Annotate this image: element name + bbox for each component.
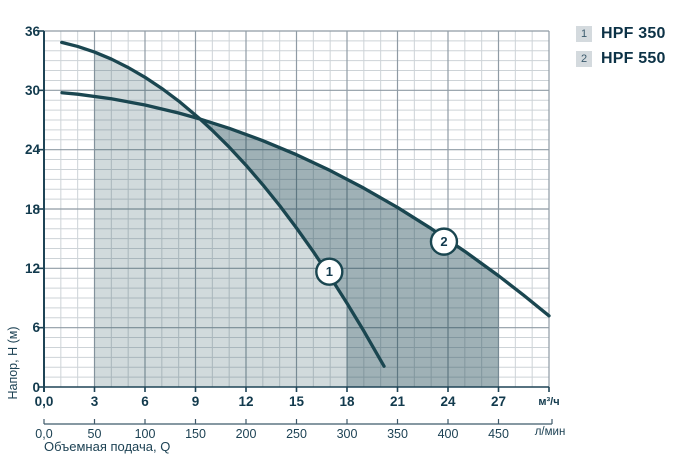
x-tick-label-primary: 12 xyxy=(238,394,254,409)
y-tick-label: 0 xyxy=(32,379,40,395)
x-tick-label-secondary: 0,0 xyxy=(35,427,53,441)
x-unit-primary-label: м³/ч xyxy=(538,396,560,408)
x-tick-label-secondary: 200 xyxy=(235,427,257,441)
x-tick-label-primary: 6 xyxy=(141,394,149,409)
curve-marker-label-1: 1 xyxy=(326,264,333,279)
y-tick-label: 12 xyxy=(24,260,40,276)
legend-label-hpf550: HPF 550 xyxy=(601,50,666,67)
x-tick-label-secondary: 300 xyxy=(336,427,358,441)
region-light xyxy=(94,52,347,388)
curve-marker-1 xyxy=(315,257,344,286)
x-tick-label-primary: 0,0 xyxy=(34,394,54,409)
x-tick-label-primary: 3 xyxy=(90,394,99,409)
y-axis-title: Напор, Н (м) xyxy=(6,326,20,400)
y-tick-label: 18 xyxy=(24,201,40,217)
region-dark xyxy=(200,119,499,387)
x-tick-label-primary: 27 xyxy=(490,394,507,409)
x-tick-label-secondary: 450 xyxy=(488,427,509,441)
x-tick-label-primary: 9 xyxy=(191,394,200,409)
curve-hpf550 xyxy=(60,91,551,318)
x-unit-secondary-label: л/мин xyxy=(534,426,566,438)
legend-label-hpf350: HPF 350 xyxy=(601,25,666,42)
x-tick-label-secondary: 400 xyxy=(437,427,459,441)
legend-key-2: 2 xyxy=(576,51,592,67)
legend-item-hpf350: 1 HPF 350 xyxy=(576,25,666,42)
x-tick-label-primary: 24 xyxy=(440,394,456,409)
y-tick-label: 6 xyxy=(32,320,40,336)
y-tick-label: 30 xyxy=(24,82,40,98)
x-tick-label-secondary: 100 xyxy=(134,427,156,441)
x-axis-title: Объемная подача, Q xyxy=(44,439,171,454)
x-tick-label-primary: 18 xyxy=(339,394,355,409)
legend-item-hpf550: 2 HPF 550 xyxy=(576,50,666,67)
legend-key-1: 1 xyxy=(576,26,592,42)
x-tick-label-primary: 15 xyxy=(288,394,305,409)
x-tick-label-primary: 21 xyxy=(389,394,406,409)
curve-marker-label-2: 2 xyxy=(440,234,447,249)
y-tick-label: 36 xyxy=(24,23,40,39)
curve-marker-2 xyxy=(429,227,459,256)
y-tick-label: 24 xyxy=(24,142,40,158)
x-tick-label-secondary: 150 xyxy=(185,427,206,441)
x-tick-label-secondary: 250 xyxy=(286,427,307,441)
x-tick-label-secondary: 50 xyxy=(87,427,102,441)
legend: 1 HPF 350 2 HPF 550 xyxy=(576,25,666,76)
x-tick-label-secondary: 350 xyxy=(387,427,408,441)
